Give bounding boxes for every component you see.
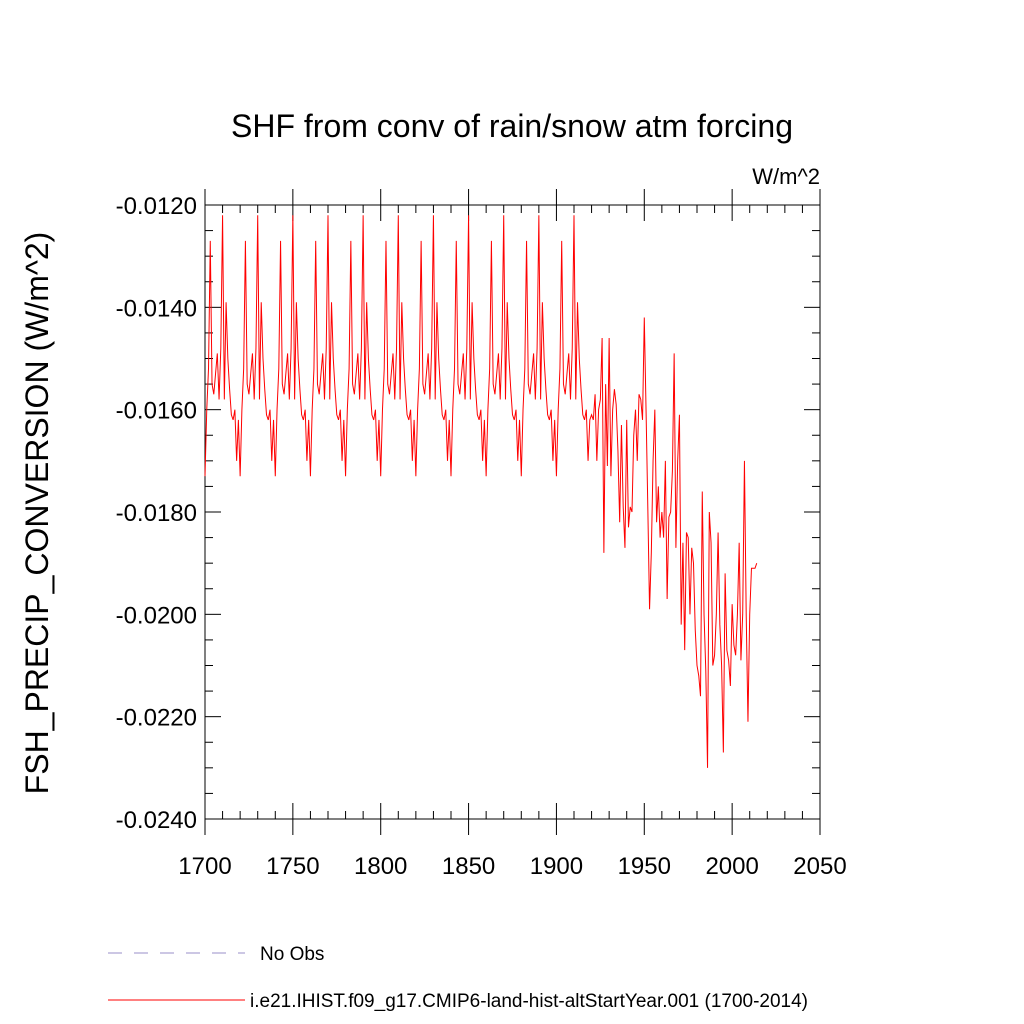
legend: No Obs i.e21.IHIST.f09_g17.CMIP6-land-hi… xyxy=(108,944,808,1012)
y-tick-label: -0.0160 xyxy=(116,398,197,425)
y-tick-label: -0.0180 xyxy=(116,500,197,527)
legend-label-model: i.e21.IHIST.f09_g17.CMIP6-land-hist-altS… xyxy=(250,991,808,1012)
x-tick-label: 1900 xyxy=(530,853,583,880)
y-tick-label: -0.0200 xyxy=(116,602,197,629)
y-axis: -0.0120 -0.0140 -0.0160 -0.0180 -0.0200 -0.02… xyxy=(116,193,820,834)
series-layer xyxy=(204,215,758,768)
x-tick-label: 1750 xyxy=(266,853,319,880)
series-line-model xyxy=(204,215,758,768)
x-tick-label: 1700 xyxy=(178,853,231,880)
legend-label-no-obs: No Obs xyxy=(260,944,324,965)
x-tick-label: 2000 xyxy=(705,853,758,880)
y-tick-label: -0.0220 xyxy=(116,705,197,732)
x-tick-label: 2050 xyxy=(793,853,846,880)
y-tick-label: -0.0240 xyxy=(116,807,197,834)
chart-title: SHF from conv of rain/snow atm forcing xyxy=(231,108,793,144)
x-tick-label: 1950 xyxy=(618,853,671,880)
y-tick-label: -0.0120 xyxy=(116,193,197,220)
x-axis: 1700 1750 1800 1850 1900 1950 2000 2050 xyxy=(178,189,847,880)
plot-frame xyxy=(204,204,821,820)
y-tick-label: -0.0140 xyxy=(116,295,197,322)
y-axis-label: FSH_PRECIP_CONVERSION (W/m^2) xyxy=(19,232,55,795)
units-label: W/m^2 xyxy=(752,164,820,189)
x-tick-label: 1850 xyxy=(442,853,495,880)
x-tick-label: 1800 xyxy=(354,853,407,880)
